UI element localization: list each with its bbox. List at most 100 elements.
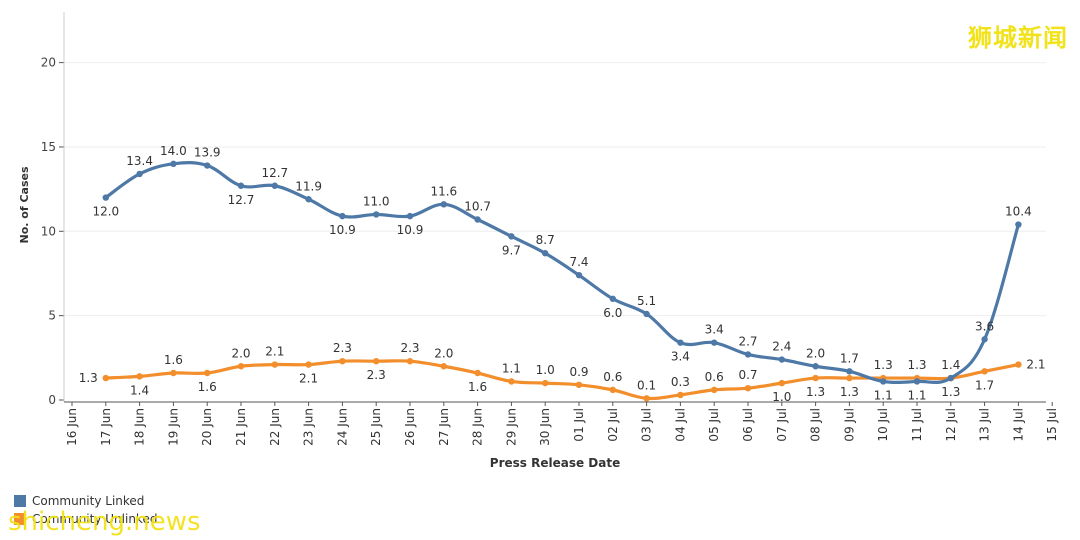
x-tick-label: 23 Jun [302,408,316,446]
data-label-unlinked: 1.6 [164,353,183,367]
data-label-linked: 9.7 [502,243,521,257]
point-unlinked [440,363,447,370]
data-label-linked: 13.9 [194,146,221,160]
legend: Community Linked Community Unlinked [14,492,157,528]
point-unlinked [542,379,549,387]
data-label-linked: 12.7 [228,193,255,207]
x-tick-label: 09 Jul [842,408,856,442]
x-tick-label: 20 Jun [200,408,214,446]
x-tick-label: 13 Jul [978,408,992,442]
point-unlinked [373,358,380,365]
point-unlinked [744,384,752,392]
x-tick-label: 08 Jul [809,408,823,442]
y-tick-label: 5 [48,309,56,323]
x-tick-label: 01 Jul [572,408,586,442]
point-unlinked [778,379,785,387]
data-label-linked: 2.4 [772,340,791,354]
point-linked [440,201,447,208]
data-label-linked: 3.6 [975,319,994,333]
x-tick-label: 25 Jun [369,408,383,446]
point-unlinked [711,386,718,394]
point-unlinked [339,358,346,365]
point-unlinked [271,361,278,368]
data-label-linked: 1.4 [941,358,960,372]
data-label-unlinked: 2.0 [231,346,250,360]
series-line-linked [104,161,1020,385]
point-linked [373,211,380,218]
y-tick-label: 10 [41,224,56,238]
data-label-linked: 10.4 [1005,205,1032,219]
legend-label-unlinked: Community Unlinked [32,512,158,526]
data-label-linked: 2.0 [806,346,825,360]
data-label-linked: 8.7 [536,233,555,247]
point-linked [812,363,819,370]
point-linked [880,378,887,385]
data-label-unlinked: 1.7 [975,378,994,392]
x-tick-label: 21 Jun [234,408,248,446]
data-label-unlinked: 1.3 [79,371,98,385]
legend-swatch-unlinked [14,513,26,525]
point-unlinked [677,391,684,399]
point-linked [575,271,583,279]
x-tick-label: 06 Jul [741,408,755,442]
data-label-unlinked: 2.3 [333,341,352,355]
point-unlinked [812,374,819,382]
point-linked [846,368,853,375]
data-label-linked: 7.4 [569,255,588,269]
point-linked [474,216,481,223]
data-label-unlinked: 0.6 [705,370,724,384]
watermark-chinese: 狮城新闻 [968,24,1068,52]
point-linked [305,196,312,203]
point-linked [339,212,346,220]
point-unlinked [474,369,481,377]
data-label-linked: 12.7 [261,166,288,180]
y-tick-label: 20 [41,56,56,70]
data-label-linked: 1.1 [874,388,893,402]
x-tick-label: 18 Jun [133,408,147,446]
data-label-linked: 1.1 [907,388,926,402]
point-linked [643,310,650,318]
x-tick-label: 14 Jul [1011,408,1025,442]
x-tick-label: 30 Jun [538,408,552,446]
point-linked [1015,221,1022,228]
watermark-english: shicheng.news [8,507,201,537]
point-unlinked [170,369,177,377]
data-label-linked: 10.7 [464,199,491,213]
data-label-unlinked: 0.7 [738,368,757,382]
x-tick-label: 17 Jun [99,408,113,446]
data-label-unlinked: 1.6 [468,380,487,394]
point-unlinked [981,368,988,375]
x-tick-label: 04 Jul [673,408,687,442]
data-label-linked: 11.0 [363,194,390,208]
y-axis-title: No. of Cases [18,166,31,243]
data-label-unlinked: 1.3 [941,385,960,399]
point-unlinked [1015,361,1022,368]
data-label-unlinked: 2.1 [1026,358,1045,372]
data-labels-layer: 12.0 13.4 14.0 13.9 12.7 12.7 11.9 10.9 11.0 10.9… [79,144,1046,404]
data-label-unlinked: 2.1 [299,372,318,386]
point-unlinked [575,381,583,389]
point-linked [778,356,785,363]
x-tick-label: 22 Jun [268,408,282,446]
y-tick-label: 15 [41,140,56,154]
point-linked [981,336,988,343]
x-tick-label: 07 Jul [775,408,789,442]
point-unlinked [305,361,312,368]
data-label-linked: 14.0 [160,144,187,158]
x-tick-label: 02 Jul [606,408,620,442]
data-label-linked: 3.4 [671,350,690,364]
point-linked [508,233,515,240]
data-label-linked: 10.9 [397,223,424,237]
legend-item-linked: Community Linked [14,492,157,510]
point-linked [102,194,110,201]
data-label-linked: 10.9 [329,223,356,237]
x-tick-label: 16 Jun [65,408,79,446]
x-tick-label: 05 Jul [707,408,721,442]
x-tick-label: 19 Jun [166,408,180,446]
x-tick-label: 26 Jun [403,408,417,446]
x-tick-label: 29 Jun [504,408,518,446]
data-label-linked: 11.9 [295,179,322,193]
x-tick-label: 24 Jun [335,408,349,446]
data-label-linked: 12.0 [92,205,119,219]
point-unlinked [406,358,414,365]
